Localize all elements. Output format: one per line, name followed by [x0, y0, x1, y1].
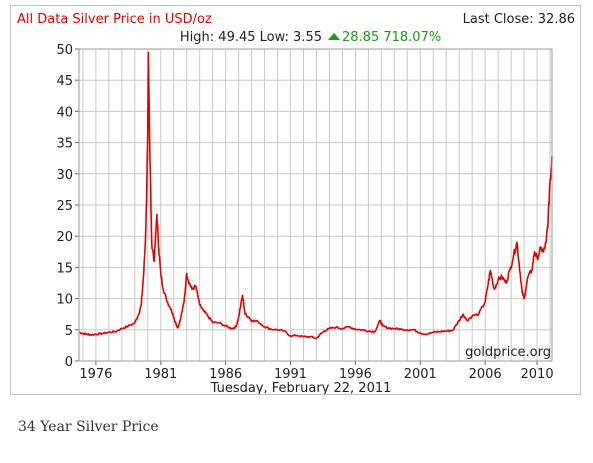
x-tick-label: 1981	[144, 367, 177, 382]
caption: 34 Year Silver Price	[18, 419, 159, 435]
y-tick-label: 0	[65, 355, 73, 370]
gridlines	[79, 48, 552, 362]
y-tick-label: 10	[56, 293, 73, 308]
x-tick-label: 2001	[404, 367, 437, 382]
chart-title: All Data Silver Price in USD/oz	[17, 12, 212, 27]
y-tick-label: 20	[56, 230, 73, 245]
watermark: goldprice.org	[465, 345, 551, 360]
x-tick-label: 1991	[274, 367, 307, 382]
y-tick-label: 15	[56, 261, 73, 276]
silver-price-line	[78, 51, 553, 340]
x-axis-label: Tuesday, February 22, 2011	[210, 381, 392, 394]
y-axis-ticks: 0 5 10 15 20 25 30 35 40 45 50	[56, 43, 79, 370]
chart-svg: All Data Silver Price in USD/oz Last Clo…	[17, 12, 575, 394]
plot-area-border	[78, 48, 553, 362]
x-tick-label: 2010	[521, 367, 554, 382]
x-tick-label: 1986	[209, 367, 242, 382]
y-tick-label: 35	[56, 137, 73, 152]
x-axis-ticks: 1976 1981 1986 1991 1996 2001 2006 2010	[79, 361, 554, 382]
y-tick-label: 50	[56, 43, 73, 58]
price-change: 28.85 718.07%	[342, 30, 441, 45]
y-tick-label: 40	[56, 105, 73, 120]
last-close: Last Close: 32.86	[463, 12, 575, 27]
y-tick-label: 25	[56, 199, 73, 214]
x-tick-label: 1976	[79, 367, 112, 382]
x-tick-label: 2006	[469, 367, 502, 382]
x-tick-label: 1996	[339, 367, 372, 382]
y-tick-label: 45	[56, 74, 73, 89]
up-triangle-icon	[328, 33, 340, 40]
chart-frame: All Data Silver Price in USD/oz Last Clo…	[10, 5, 581, 395]
high-low-stats: High: 49.45 Low: 3.55	[180, 30, 322, 45]
y-tick-label: 30	[56, 168, 73, 183]
y-tick-label: 5	[65, 324, 73, 339]
